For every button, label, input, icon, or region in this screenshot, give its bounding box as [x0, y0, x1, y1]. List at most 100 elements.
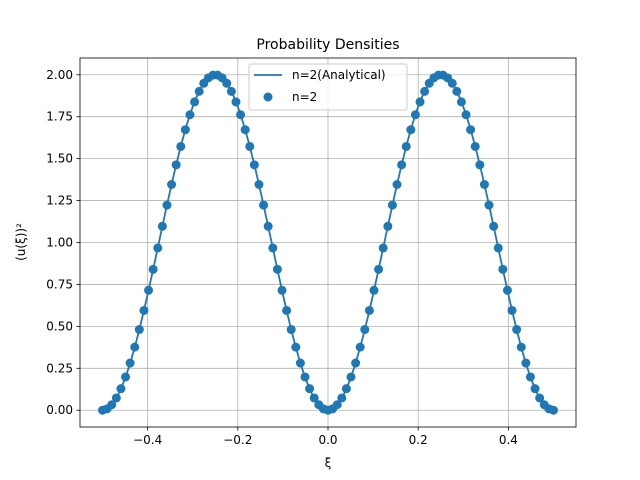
legend: n=2(Analytical) n=2: [248, 63, 408, 111]
data-point: [360, 325, 370, 335]
data-point: [249, 160, 259, 170]
data-point: [277, 285, 287, 295]
data-point: [139, 305, 149, 315]
chart-title: Probability Densities: [256, 37, 399, 53]
data-point: [346, 372, 356, 382]
data-point: [401, 141, 411, 151]
data-point: [300, 372, 310, 382]
data-point: [484, 200, 494, 210]
data-point: [222, 78, 232, 88]
y-tick-label: 0.00: [46, 403, 73, 417]
data-point: [392, 180, 402, 189]
data-point: [466, 125, 476, 135]
data-point: [231, 97, 241, 107]
data-point: [162, 200, 172, 210]
data-point: [130, 342, 140, 352]
data-point: [337, 393, 347, 403]
x-axis-label: ξ: [325, 456, 332, 470]
legend-label-analytical: n=2(Analytical): [292, 68, 386, 82]
x-tick-label: 0.2: [409, 433, 428, 447]
data-point: [470, 141, 480, 151]
data-point: [148, 264, 158, 274]
data-point: [167, 180, 177, 189]
data-point: [461, 110, 471, 120]
data-point: [272, 264, 282, 274]
data-point: [254, 180, 264, 189]
y-tick-label: 0.50: [46, 319, 73, 333]
data-point: [502, 285, 512, 295]
y-tick-label: 1.75: [46, 110, 73, 124]
x-axis-ticks: −0.4 −0.2 0.0 0.2 0.4: [133, 427, 518, 447]
data-point: [479, 180, 489, 189]
y-tick-label: 1.25: [46, 194, 73, 208]
data-point: [180, 125, 190, 135]
grid: [80, 58, 576, 427]
data-point: [185, 110, 195, 120]
data-point: [176, 141, 186, 151]
data-point: [415, 97, 425, 107]
series-points-layer: [98, 70, 558, 415]
data-point: [447, 78, 457, 88]
data-point: [121, 372, 131, 382]
data-point: [268, 243, 278, 253]
data-point: [134, 325, 144, 335]
data-point: [364, 305, 374, 315]
data-point: [153, 243, 163, 253]
data-point: [406, 125, 416, 135]
data-point: [305, 384, 315, 394]
y-tick-label: 1.00: [46, 236, 73, 250]
data-point: [493, 243, 503, 253]
data-point: [410, 110, 420, 120]
x-tick-label: −0.4: [133, 433, 162, 447]
y-tick-label: 1.50: [46, 152, 73, 166]
data-point: [351, 358, 361, 368]
legend-box: [248, 63, 408, 111]
data-point: [369, 285, 379, 295]
data-point: [498, 264, 508, 274]
data-point: [489, 221, 499, 231]
data-point: [171, 160, 181, 170]
data-point: [107, 400, 117, 410]
data-point: [116, 384, 126, 394]
data-point: [374, 264, 384, 274]
x-tick-label: 0.0: [318, 433, 337, 447]
data-point: [548, 405, 558, 415]
data-point: [125, 358, 135, 368]
data-point: [111, 393, 121, 403]
data-point: [535, 393, 545, 403]
data-point: [512, 325, 522, 335]
y-tick-label: 0.25: [46, 361, 73, 375]
data-point: [263, 221, 273, 231]
data-point: [355, 342, 365, 352]
data-point: [383, 221, 393, 231]
data-point: [516, 342, 526, 352]
data-point: [259, 200, 269, 210]
data-point: [525, 372, 535, 382]
x-tick-label: 0.4: [499, 433, 518, 447]
y-axis-ticks: 0.00 0.25 0.50 0.75 1.00 1.25 1.50 1.75 2.00: [46, 68, 80, 417]
data-point: [521, 358, 531, 368]
y-tick-label: 0.75: [46, 277, 73, 291]
data-point: [507, 305, 517, 315]
data-point: [240, 125, 250, 135]
data-point: [387, 200, 397, 210]
data-point: [456, 97, 466, 107]
data-point: [226, 86, 236, 96]
y-tick-label: 2.00: [46, 68, 73, 82]
data-point: [194, 86, 204, 96]
data-point: [341, 384, 351, 394]
data-point: [245, 141, 255, 151]
data-point: [452, 86, 462, 96]
data-point: [190, 97, 200, 107]
data-point: [286, 325, 296, 335]
data-point: [282, 305, 292, 315]
legend-marker-swatch: [263, 92, 273, 102]
data-point: [157, 221, 167, 231]
data-point: [332, 400, 342, 410]
data-point: [475, 160, 485, 170]
data-point: [378, 243, 388, 253]
data-point: [295, 358, 305, 368]
data-point: [144, 285, 154, 295]
x-tick-label: −0.2: [223, 433, 252, 447]
